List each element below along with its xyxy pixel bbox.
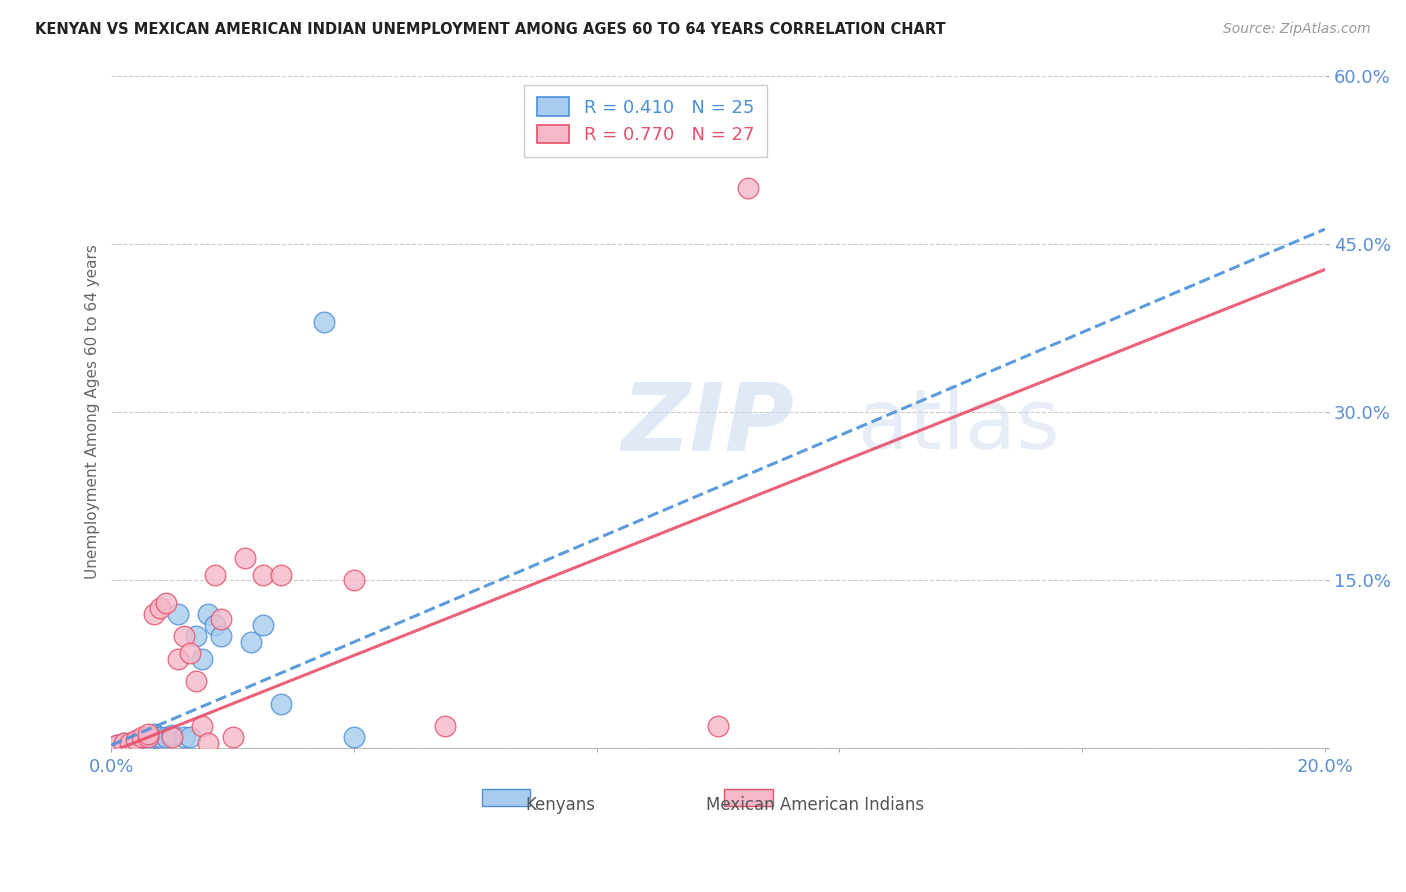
Text: Source: ZipAtlas.com: Source: ZipAtlas.com bbox=[1223, 22, 1371, 37]
Point bbox=[125, 732, 148, 747]
Text: Kenyans: Kenyans bbox=[526, 796, 595, 814]
Text: ZIP: ZIP bbox=[621, 379, 794, 472]
Text: KENYAN VS MEXICAN AMERICAN INDIAN UNEMPLOYMENT AMONG AGES 60 TO 64 YEARS CORRELA: KENYAN VS MEXICAN AMERICAN INDIAN UNEMPL… bbox=[35, 22, 946, 37]
Point bbox=[142, 727, 165, 741]
Text: atlas: atlas bbox=[858, 385, 1060, 466]
Point bbox=[136, 732, 159, 747]
Point bbox=[107, 738, 129, 752]
Point bbox=[173, 731, 195, 745]
Point bbox=[118, 736, 141, 750]
Point bbox=[136, 731, 159, 745]
Point bbox=[112, 736, 135, 750]
Point bbox=[233, 550, 256, 565]
Point bbox=[209, 629, 232, 643]
Point bbox=[167, 607, 190, 621]
Point bbox=[155, 596, 177, 610]
Point bbox=[191, 719, 214, 733]
Point bbox=[131, 731, 153, 745]
Point bbox=[191, 652, 214, 666]
Text: Mexican American Indians: Mexican American Indians bbox=[706, 796, 924, 814]
Point bbox=[252, 567, 274, 582]
Point bbox=[270, 697, 292, 711]
Point bbox=[707, 719, 730, 733]
Point bbox=[149, 601, 172, 615]
Y-axis label: Unemployment Among Ages 60 to 64 years: Unemployment Among Ages 60 to 64 years bbox=[86, 244, 100, 580]
Point bbox=[737, 180, 759, 194]
Point bbox=[136, 736, 159, 750]
Point bbox=[312, 315, 335, 329]
FancyBboxPatch shape bbox=[724, 789, 773, 805]
Point bbox=[343, 573, 366, 587]
FancyBboxPatch shape bbox=[481, 789, 530, 805]
Point bbox=[252, 618, 274, 632]
Point bbox=[434, 719, 457, 733]
Point bbox=[149, 731, 172, 745]
Point bbox=[160, 728, 183, 742]
Point bbox=[343, 731, 366, 745]
Point bbox=[131, 736, 153, 750]
Point bbox=[270, 567, 292, 582]
Legend: R = 0.410   N = 25, R = 0.770   N = 27: R = 0.410 N = 25, R = 0.770 N = 27 bbox=[524, 85, 766, 157]
Point bbox=[222, 731, 245, 745]
Point bbox=[197, 607, 219, 621]
Point bbox=[204, 567, 226, 582]
Point bbox=[173, 629, 195, 643]
Point bbox=[136, 727, 159, 741]
Point bbox=[118, 736, 141, 750]
Point bbox=[112, 736, 135, 750]
Point bbox=[239, 635, 262, 649]
Point bbox=[142, 731, 165, 745]
Point bbox=[107, 738, 129, 752]
Point bbox=[186, 674, 208, 689]
Point bbox=[204, 618, 226, 632]
Point bbox=[179, 646, 201, 660]
Point bbox=[209, 613, 232, 627]
Point bbox=[167, 652, 190, 666]
Point bbox=[125, 736, 148, 750]
Point bbox=[197, 736, 219, 750]
Point bbox=[155, 731, 177, 745]
Point bbox=[179, 731, 201, 745]
Point bbox=[160, 731, 183, 745]
Point bbox=[142, 607, 165, 621]
Point bbox=[186, 629, 208, 643]
